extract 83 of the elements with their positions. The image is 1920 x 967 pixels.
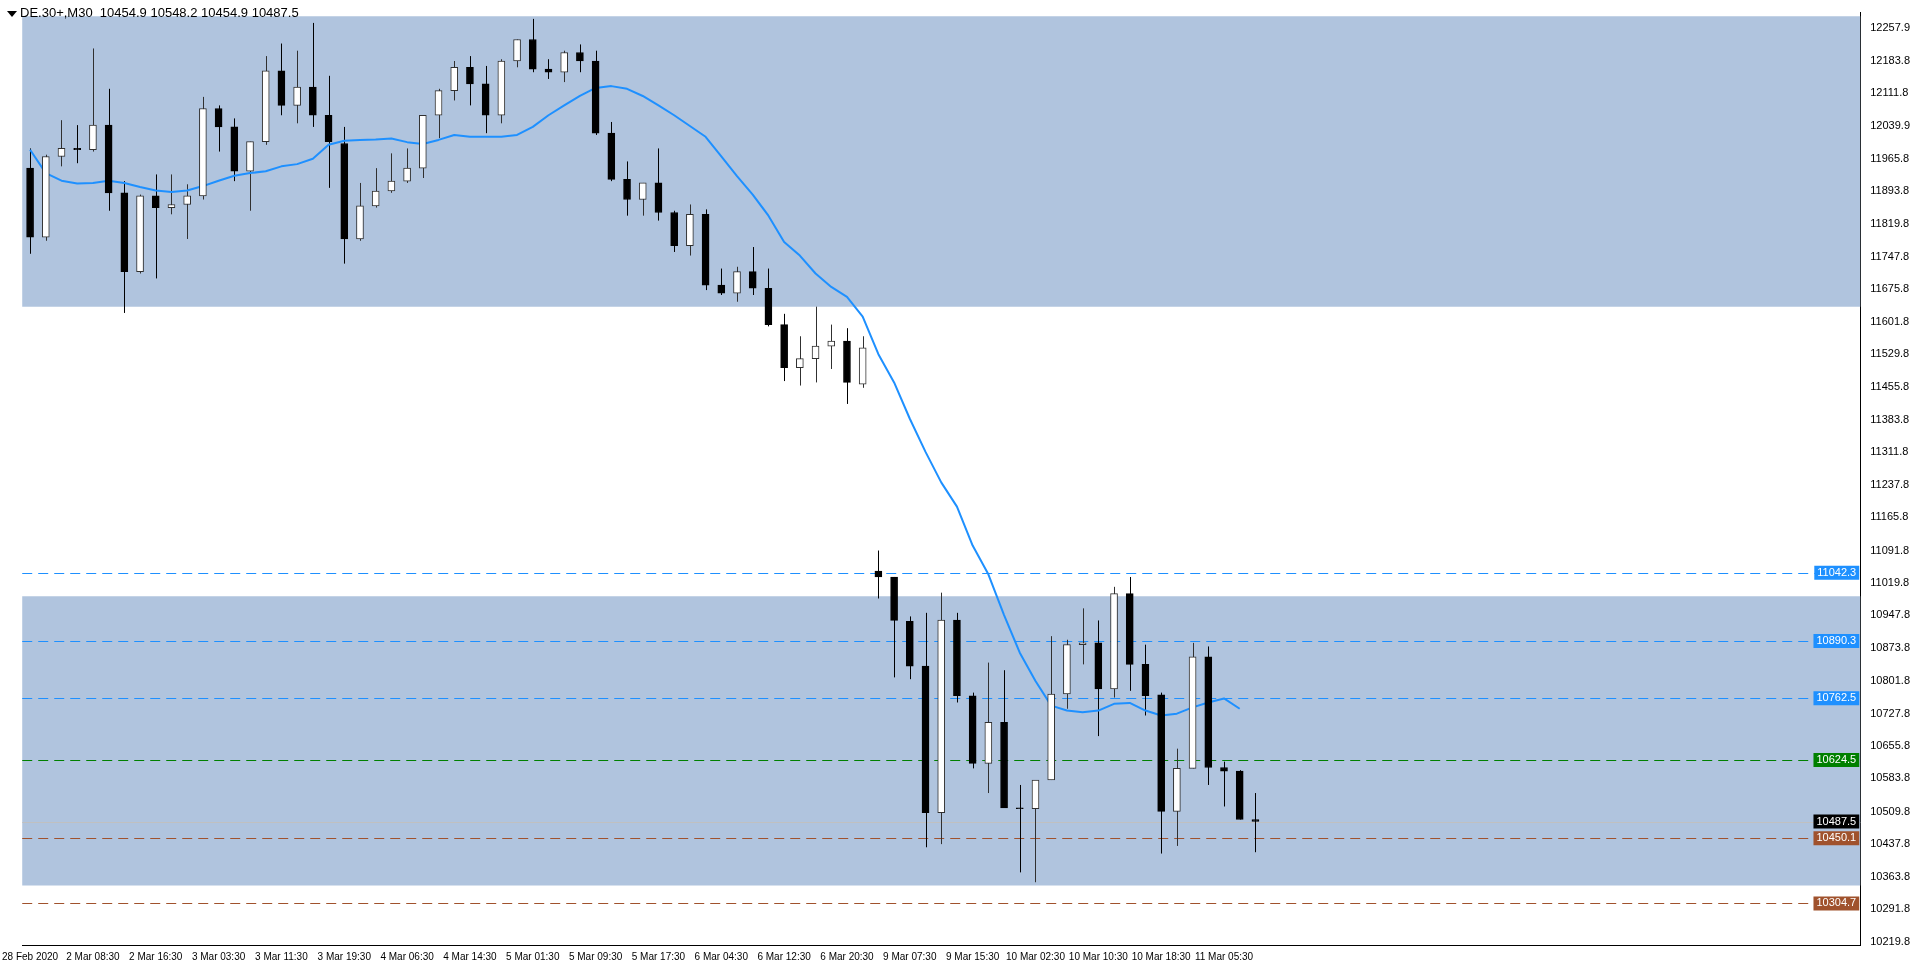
y-tick-label: 11383.8 <box>1870 412 1910 425</box>
candlestick <box>1251 792 1260 853</box>
x-tick-label: 4 Mar 14:30 <box>443 950 498 962</box>
x-tick-label: 28 Feb 2020 <box>1 950 59 962</box>
candlestick <box>748 246 757 296</box>
candlestick <box>371 167 380 209</box>
candlestick <box>733 266 741 303</box>
y-tick-label: 10219.8 <box>1870 934 1910 947</box>
x-tick-label: 5 Mar 01:30 <box>506 950 560 962</box>
candlestick <box>560 50 569 83</box>
y-tick-label: 11893.8 <box>1870 184 1910 197</box>
y-tick-label: 10947.8 <box>1870 608 1910 621</box>
chart-title: DE.30+,M30 10454.9 10548.2 10454.9 10487.5 <box>20 5 299 20</box>
candlestick <box>293 50 301 124</box>
ref-line-label: 10304.7 <box>1816 896 1857 909</box>
y-tick-label: 10437.8 <box>1870 836 1910 849</box>
y-tick-label: 12111.8 <box>1870 86 1909 99</box>
y-tick-label: 10509.8 <box>1870 804 1910 817</box>
ref-line-label: 10487.5 <box>1816 814 1857 827</box>
x-tick-label: 5 Mar 09:30 <box>568 950 623 962</box>
y-tick-label: 11165.8 <box>1870 510 1909 523</box>
y-tick-label: 10873.8 <box>1870 641 1910 654</box>
y-tick-label: 12183.8 <box>1870 54 1910 67</box>
x-tick-label: 10 Mar 18:30 <box>1131 950 1192 962</box>
x-tick-label: 6 Mar 12:30 <box>757 950 812 962</box>
y-tick-label: 11311.8 <box>1870 445 1909 458</box>
y-tick-label: 11529.8 <box>1870 347 1910 360</box>
y-tick-label: 11019.8 <box>1870 575 1910 588</box>
x-tick-label: 9 Mar 15:30 <box>945 950 1000 962</box>
y-tick-label: 10291.8 <box>1870 902 1910 915</box>
x-tick-label: 11 Mar 05:30 <box>1194 950 1254 962</box>
candlestick <box>576 43 584 73</box>
candlestick <box>450 60 459 101</box>
candlestick <box>796 335 804 387</box>
candlestick <box>89 47 97 153</box>
ref-line-label: 10624.5 <box>1816 753 1857 766</box>
candlestick <box>1015 784 1024 873</box>
y-tick-label: 10727.8 <box>1870 706 1910 719</box>
y-tick-label: 11091.8 <box>1870 543 1910 556</box>
y-tick-label: 11819.8 <box>1870 217 1910 230</box>
x-tick-label: 3 Mar 03:30 <box>191 950 246 962</box>
y-tick-label: 11747.8 <box>1870 249 1910 262</box>
candlestick <box>57 119 66 167</box>
candlestick <box>1220 761 1228 807</box>
x-tick-label: 10 Mar 02:30 <box>1006 950 1066 962</box>
candlestick <box>466 55 474 106</box>
ref-line-label: 11042.3 <box>1817 565 1857 578</box>
candlestick <box>623 160 631 217</box>
ref-line-label: 10450.1 <box>1816 831 1857 844</box>
y-tick-label: 12257.9 <box>1870 20 1910 33</box>
y-tick-label: 11601.8 <box>1870 315 1910 328</box>
y-tick-label: 12039.9 <box>1870 118 1910 131</box>
candlestick <box>183 183 191 240</box>
candlestick <box>151 173 160 279</box>
x-tick-label: 2 Mar 08:30 <box>66 950 121 962</box>
ref-line-label: 10890.3 <box>1816 633 1857 646</box>
x-tick-label: 5 Mar 17:30 <box>631 950 686 962</box>
y-tick-label: 11237.8 <box>1870 478 1910 491</box>
y-tick-label: 11675.8 <box>1870 281 1910 294</box>
candlestick <box>638 182 647 217</box>
ref-line-label: 10762.5 <box>1816 691 1857 704</box>
x-tick-label: 10 Mar 10:30 <box>1068 950 1129 962</box>
candlestick <box>717 268 726 296</box>
x-tick-label: 6 Mar 04:30 <box>694 950 749 962</box>
candlestick <box>434 88 443 139</box>
candlestick <box>827 324 836 370</box>
candlestick <box>513 39 521 68</box>
candlestick <box>544 58 553 80</box>
x-tick-label: 9 Mar 07:30 <box>883 950 937 962</box>
y-tick-label: 11455.8 <box>1870 380 1910 393</box>
y-tick-label: 10583.8 <box>1870 771 1910 784</box>
candlestick <box>167 173 176 215</box>
y-tick-label: 11965.8 <box>1870 151 1910 164</box>
y-tick-label: 10655.8 <box>1870 739 1910 752</box>
y-tick-label: 10801.8 <box>1870 673 1910 686</box>
candlestick <box>1078 607 1087 665</box>
x-tick-label: 4 Mar 06:30 <box>380 950 435 962</box>
x-tick-label: 6 Mar 20:30 <box>820 950 875 962</box>
x-tick-label: 2 Mar 16:30 <box>129 950 183 962</box>
x-tick-label: 3 Mar 11:30 <box>255 950 309 962</box>
x-tick-label: 3 Mar 19:30 <box>317 950 372 962</box>
candlestick <box>403 147 411 184</box>
y-tick-label: 10363.8 <box>1870 869 1910 882</box>
